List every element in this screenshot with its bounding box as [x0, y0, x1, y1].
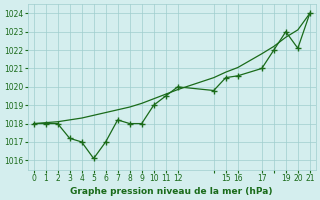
X-axis label: Graphe pression niveau de la mer (hPa): Graphe pression niveau de la mer (hPa) — [70, 187, 273, 196]
